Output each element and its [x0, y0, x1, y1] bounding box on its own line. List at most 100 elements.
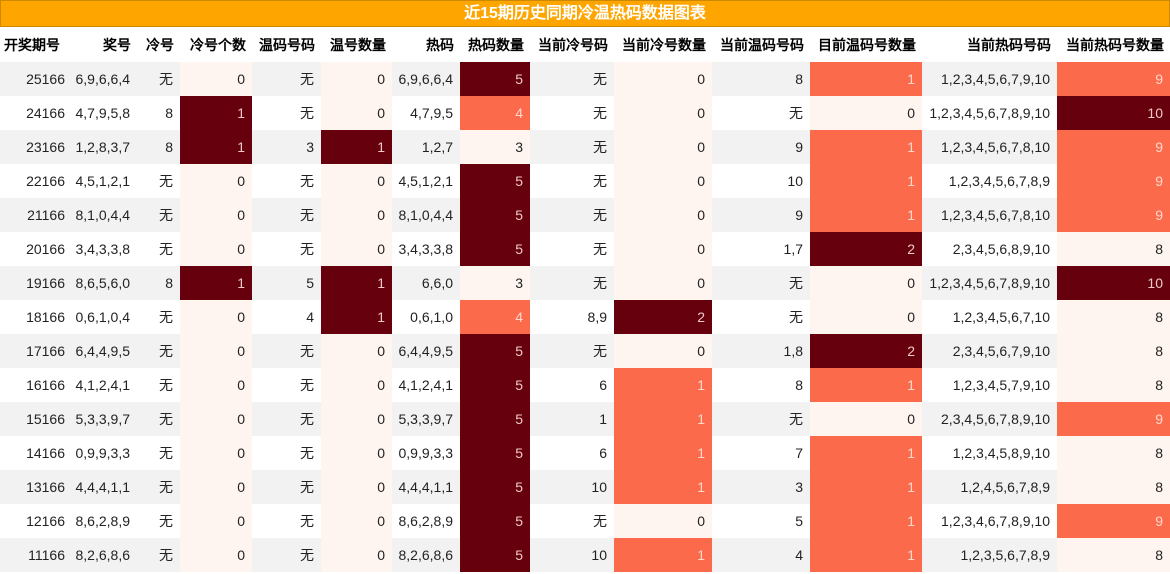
- table-cell: 无: [593, 241, 607, 257]
- data-table: 开奖期号 奖号 冷号 冷号个数 温码号码 温号数量 热码 热码数量 当前冷号码 当前冷号数量 当前温…: [0, 27, 1170, 572]
- table-cell: 1: [530, 402, 614, 436]
- table-cell: 0: [321, 470, 392, 504]
- table-row: 25166 6,9,6,6,4 无 0 无 0 6,9,6,6,4 5 无 0 8 1 1,2,3,4,…: [0, 62, 1170, 96]
- table-cell: 1,2,3,4,5,6,7,8,10: [922, 198, 1057, 232]
- table-cell: 1: [321, 300, 392, 334]
- table-cell: 无: [252, 198, 321, 232]
- column-header: 开奖期号: [4, 36, 60, 53]
- table-cell: 0: [321, 164, 392, 198]
- table-cell: 12166: [26, 513, 65, 529]
- table-cell: 2,3,4,5,6,8,9,10: [952, 241, 1050, 257]
- table-cell: 0: [810, 402, 922, 436]
- table-cell: 0: [614, 266, 712, 300]
- table-cell: 23166: [0, 130, 72, 164]
- table-cell: 1: [614, 538, 712, 572]
- table-cell: 5: [460, 470, 530, 504]
- table-row: 14166 0,9,9,3,3 无 0 无 0 0,9,9,3,3 5 6 1 7 1 1,2,3,4,…: [0, 436, 1170, 470]
- table-cell: 1,2,3,4,5,6,7,8,10: [922, 130, 1057, 164]
- table-cell: 4,7,9,5,8: [75, 105, 131, 121]
- table-cell: 1: [810, 504, 922, 538]
- table-cell: 无: [137, 538, 180, 572]
- table-cell: 6,6,0: [392, 266, 460, 300]
- table-cell: 5: [460, 504, 530, 538]
- table-cell: 0: [180, 402, 252, 436]
- table-cell: 1,2,3,4,5,7,9,10: [952, 377, 1050, 393]
- table-cell: 19166: [0, 266, 72, 300]
- table-cell: 无: [300, 241, 314, 257]
- table-cell: 0: [614, 96, 712, 130]
- table-cell: 1,2,4,5,6,7,8,9: [922, 470, 1057, 504]
- table-cell: 5: [460, 538, 530, 572]
- table-row: 24166 4,7,9,5,8 8 1 无 0 4,7,9,5 4 无 0 无 0 1,2,3,4,5,…: [0, 96, 1170, 130]
- table-cell: 0: [321, 538, 392, 572]
- table-cell: 6,9,6,6,4: [72, 62, 137, 96]
- table-cell: 无: [530, 62, 614, 96]
- table-cell: 0,6,1,0,4: [75, 309, 131, 325]
- table-cell: 9: [712, 198, 810, 232]
- column-header: 当前冷号数量: [622, 36, 706, 53]
- table-cell: 0: [180, 470, 252, 504]
- column-header: 当前热码号数量: [1066, 36, 1164, 53]
- table-cell: 1,2,3,4,5,6,7,10: [952, 309, 1050, 325]
- column-header: 当前热码号码: [967, 36, 1051, 53]
- table-cell: 无: [789, 309, 803, 325]
- table-row: 23166 1,2,8,3,7 8 1 3 1 1,2,7 3 无 0 9 1 1,2,3,4,5,6,…: [0, 130, 1170, 164]
- table-cell: 10: [1057, 96, 1170, 130]
- table-cell: 无: [252, 402, 321, 436]
- table-cell: 1: [810, 130, 922, 164]
- table-cell: 0: [614, 130, 712, 164]
- table-cell: 0: [180, 198, 252, 232]
- table-row: 22166 4,5,1,2,1 无 0 无 0 4,5,1,2,1 5 无 0 10 1 1,2,3,4…: [0, 164, 1170, 198]
- table-cell: 0: [180, 538, 252, 572]
- table-row: 11166 8,2,6,8,6 无 0 无 0 8,2,6,8,6 5 10 1 4 1 1,2,3,5…: [0, 538, 1170, 572]
- table-cell: 无: [252, 538, 321, 572]
- table-cell: 0: [180, 368, 252, 402]
- table-cell: 22166: [26, 173, 65, 189]
- table-cell: 8: [1057, 368, 1170, 402]
- table-cell: 4,5,1,2,1: [398, 173, 454, 189]
- table-cell: 1: [614, 470, 712, 504]
- table-cell: 0: [180, 436, 252, 470]
- table-cell: 无: [593, 173, 607, 189]
- table-cell: 1,2,3,4,6,7,8,9,10: [941, 513, 1050, 529]
- table-cell: 8: [1057, 300, 1170, 334]
- table-cell: 8,1,0,4,4: [392, 198, 460, 232]
- table-cell: 6,4,4,9,5: [392, 334, 460, 368]
- table-cell: 无: [712, 266, 810, 300]
- table-cell: 3,4,3,3,8: [398, 241, 454, 257]
- table-cell: 4,7,9,5: [410, 105, 453, 121]
- table-cell: 无: [300, 105, 314, 121]
- table-cell: 8: [1057, 436, 1170, 470]
- table-cell: 无: [789, 105, 803, 121]
- table-cell: 0,6,1,0: [410, 309, 453, 325]
- table-cell: 无: [593, 105, 607, 121]
- table-cell: 6,4,4,9,5: [72, 334, 137, 368]
- table-cell: 1: [321, 266, 392, 300]
- table-row: 20166 3,4,3,3,8 无 0 无 0 3,4,3,3,8 5 无 0 1,7 2 2,3,4,…: [0, 232, 1170, 266]
- table-cell: 1,2,8,3,7: [72, 130, 137, 164]
- table-cell: 8: [712, 62, 810, 96]
- table-cell: 0: [810, 96, 922, 130]
- table-cell: 8: [137, 130, 180, 164]
- table-row: 17166 6,4,4,9,5 无 0 无 0 6,4,4,9,5 5 无 0 1,8 2 2,3,4,…: [0, 334, 1170, 368]
- table-cell: 1: [810, 538, 922, 572]
- table-cell: 0: [180, 334, 252, 368]
- table-cell: 0: [321, 96, 392, 130]
- table-cell: 1: [810, 470, 922, 504]
- table-cell: 0: [321, 62, 392, 96]
- table-cell: 10: [787, 173, 803, 189]
- table-cell: 9: [712, 130, 810, 164]
- table-cell: 1: [180, 96, 252, 130]
- table-cell: 无: [159, 173, 173, 189]
- table-cell: 1: [810, 198, 922, 232]
- column-header: 热码: [426, 36, 454, 53]
- table-cell: 0: [321, 198, 392, 232]
- table-cell: 无: [593, 513, 607, 529]
- column-header: 热码数量: [468, 36, 524, 53]
- table-cell: 10: [530, 538, 614, 572]
- table-cell: 1,8: [712, 334, 810, 368]
- table-cell: 0: [180, 504, 252, 538]
- table-cell: 15166: [0, 402, 72, 436]
- table-cell: 18166: [26, 309, 65, 325]
- table-cell: 无: [300, 445, 314, 461]
